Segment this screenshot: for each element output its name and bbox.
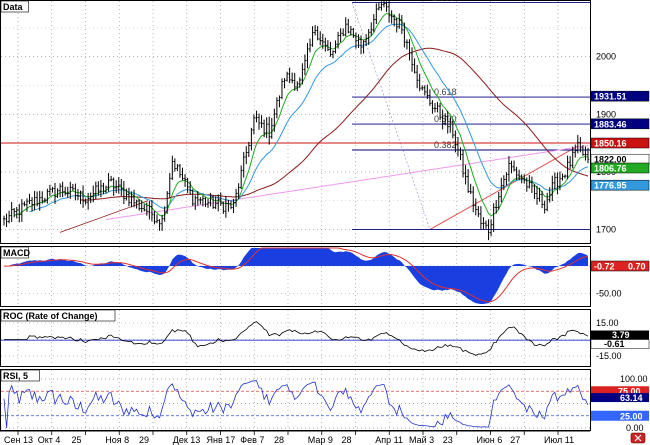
x-tick-label: 28 [342, 435, 352, 445]
x-tick-label: 23 [443, 435, 453, 445]
rsi-value-box [591, 393, 649, 403]
x-tick-label: 25 [72, 435, 82, 445]
ema-mid-line [29, 23, 589, 213]
panel-title: Data [3, 2, 24, 12]
macd-signal-line [3, 247, 589, 303]
x-tick-label: Апр 11 [375, 435, 403, 445]
ma-slow-line [80, 47, 589, 201]
x-tick-label: Июл 11 [544, 435, 574, 445]
x-tick-label: Мар 9 [308, 435, 333, 445]
price-label: 1883.46 [594, 119, 627, 129]
x-tick-label: Окт 4 [38, 435, 61, 445]
panel-title-box [0, 0, 29, 13]
x-tick-label: Дек 13 [173, 435, 201, 445]
trend-line [59, 200, 149, 233]
close-icon-glyph [634, 434, 642, 442]
panel-title: MACD [3, 248, 30, 258]
fibonacci-level-label: 0.618 [434, 87, 457, 97]
rsi-value-label: 63.14 [620, 393, 643, 403]
price-label: 1776.95 [594, 181, 627, 191]
roc-value-label: 3.79 [612, 330, 630, 340]
price-label-box [590, 179, 650, 191]
macd-histogram-area [4, 248, 588, 304]
y-tick-label: 2000 [596, 52, 616, 62]
panel-title: RSI, 5 [3, 371, 28, 381]
roc-value-box [590, 339, 650, 349]
macd-value-label: 0.70 [628, 262, 646, 272]
x-tick-label: Ноя 8 [105, 435, 129, 445]
x-tick-label: Янв 17 [207, 435, 236, 445]
y-tick-label: 1900 [596, 109, 616, 119]
price-label-box [590, 118, 650, 130]
roc-line [4, 321, 589, 356]
ma-long-line [105, 145, 589, 221]
price-label: 1806.76 [594, 163, 627, 173]
rsi-value-box [591, 410, 649, 421]
panel-title-box [0, 246, 29, 259]
panel-title-box [0, 369, 40, 382]
panel-title-box [0, 309, 116, 322]
x-tick-label: Май 3 [409, 435, 434, 445]
y-tick-label: -15.00 [596, 351, 622, 361]
macd-value-label: -0.72 [594, 262, 615, 272]
y-tick-label: 15.00 [596, 318, 619, 328]
y-tick-label: 1700 [596, 224, 616, 234]
roc-value-box [591, 330, 649, 340]
panel-title: ROC (Rate of Change) [3, 311, 98, 321]
price-label-box [590, 90, 650, 102]
price-label-box [590, 137, 650, 149]
macd-value-box [590, 260, 650, 272]
price-bars [2, 0, 590, 241]
rsi-value-label: 25.00 [620, 411, 643, 421]
price-label: 1822.00 [594, 155, 627, 165]
x-tick-label: 28 [274, 435, 284, 445]
price-label: 1931.51 [594, 92, 627, 102]
ema-fast-line [13, 12, 589, 217]
y-tick-label: -50.00 [596, 289, 622, 299]
x-tick-label: Фев 7 [240, 435, 264, 445]
x-tick-label: Июн 6 [477, 435, 503, 445]
y-tick-label: 100.00 [620, 374, 648, 384]
rsi-value-box [591, 386, 649, 396]
x-tick-label: 27 [510, 435, 520, 445]
panel-main [0, 0, 591, 244]
rsi-line [3, 380, 589, 429]
rsi-value-label: 75.00 [618, 386, 641, 396]
fibonacci-level-label: 1.000 [432, 0, 455, 3]
x-tick-label: Сен 13 [4, 435, 33, 445]
fibonacci-level-label: 0.382 [434, 140, 457, 150]
price-label-box [590, 162, 650, 174]
y-tick-label: 0.00 [626, 423, 644, 433]
roc-value-label: -0.61 [604, 339, 625, 349]
x-tick-label: 29 [139, 435, 149, 445]
price-label: 1850.16 [594, 139, 627, 149]
